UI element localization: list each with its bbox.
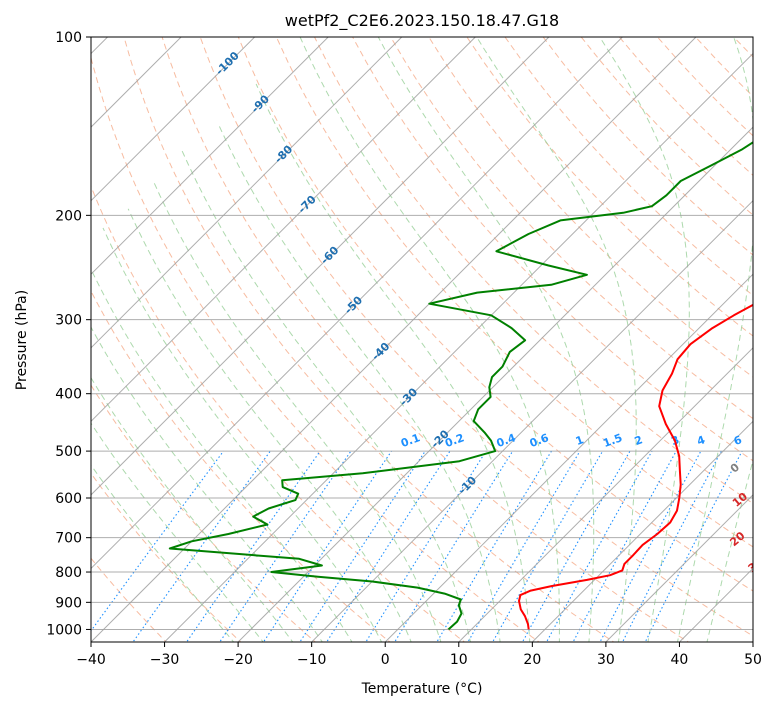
- isotherm-line: [531, 420, 753, 642]
- mixing-ratio-label: 1.5: [601, 431, 624, 450]
- y-tick-label: 1000: [46, 622, 82, 638]
- mixing-ratio-label: 0.1: [399, 431, 422, 450]
- dry-adiabat: [390, 37, 753, 420]
- moist-adiabat: [152, 180, 442, 642]
- mixing-ratio-label: 0.4: [495, 431, 518, 450]
- moist-adiabat: [102, 227, 383, 642]
- y-tick-label: 300: [55, 313, 82, 329]
- x-axis-ticks: −40 −30 −20 −10 0 10 20 30 40 50: [76, 642, 762, 668]
- isotherm-line: [91, 37, 623, 570]
- mixing-ratio-label: 4: [695, 433, 707, 448]
- isotherm-line: [91, 37, 550, 496]
- plot-area: -100-90-80-70-60-50-40-30-20-100.1 0.2 0.4…: [91, 37, 766, 642]
- x-tick-label: −40: [76, 652, 106, 668]
- mixing-ratio-line: [572, 450, 677, 642]
- dry-adiabat: [466, 37, 753, 337]
- x-tick-label: −30: [150, 652, 180, 668]
- plot-frame: [90, 36, 754, 643]
- mixing-ratio-line: [219, 450, 352, 642]
- mixing-ratio-line: [91, 450, 224, 632]
- y-tick-label: 600: [55, 491, 82, 507]
- y-tick-label: 700: [55, 531, 82, 547]
- x-tick-label: 40: [671, 652, 689, 668]
- isotherm-line: [91, 37, 329, 275]
- mixing-ratio-line: [394, 450, 514, 642]
- isotherm-line: [458, 347, 753, 642]
- isotherm-line: [91, 37, 476, 423]
- mixing-ratio-label: 1: [574, 433, 586, 448]
- chart-title: wetPf2_C2E6.2023.150.18.47.G18: [285, 11, 559, 31]
- x-tick-label: 10: [450, 652, 468, 668]
- x-tick-label: −20: [223, 652, 253, 668]
- y-axis-label: Pressure (hPa): [14, 290, 30, 390]
- moist-adiabat: [91, 267, 353, 642]
- moist-adiabat: [91, 422, 264, 642]
- isotherm-line: [237, 126, 753, 642]
- mixing-ratio-label: 0.6: [528, 431, 551, 450]
- isotherm-line: [164, 52, 753, 642]
- mixing-ratio-lines: [91, 450, 743, 642]
- moist-adiabat: [91, 464, 235, 642]
- moist-adiabat: [91, 326, 323, 642]
- moist-adiabat: [127, 208, 412, 642]
- isotherms: [91, 37, 753, 642]
- isotherm-line: [605, 494, 753, 642]
- x-axis-label: Temperature (°C): [361, 681, 483, 697]
- isotherm-line: [91, 37, 256, 202]
- dry-adiabat: [199, 37, 753, 637]
- mixing-ratio-line: [299, 450, 426, 642]
- dry-adiabat: [91, 185, 466, 642]
- y-tick-label: 100: [55, 30, 82, 46]
- x-tick-label: 20: [523, 652, 541, 668]
- dry-adiabat: [237, 37, 753, 592]
- mixing-ratio-line: [132, 450, 271, 642]
- dry-adiabat: [161, 37, 690, 642]
- dry-adiabat: [314, 37, 753, 505]
- mixing-ratio-label: 6: [732, 433, 744, 448]
- x-tick-label: 50: [744, 652, 762, 668]
- sounding-series: [168, 141, 753, 631]
- dry-adiabat: [352, 37, 753, 462]
- dewpoint-profile: [168, 141, 753, 631]
- y-axis-ticks: 100 200 300 400 500 600 700 800 900 1000: [46, 30, 91, 638]
- mixing-ratio-label: 0.2: [443, 431, 466, 450]
- y-tick-label: 400: [55, 387, 82, 403]
- isotherm-line: [384, 273, 753, 642]
- mixing-ratio-line: [599, 450, 702, 642]
- x-tick-label: 0: [381, 652, 390, 668]
- y-tick-label: 900: [55, 595, 82, 611]
- moist-adiabat: [91, 376, 294, 642]
- dry-adiabat: [428, 37, 753, 378]
- y-tick-label: 200: [55, 208, 82, 224]
- mixing-ratio-line: [185, 450, 321, 642]
- isotherm-line: [311, 199, 753, 642]
- x-tick-label: −10: [297, 652, 327, 668]
- mixing-ratio-line: [621, 450, 722, 642]
- mixing-ratio-label: 2: [633, 433, 645, 448]
- isotherm-line: [91, 37, 403, 349]
- adiabat-label: 30: [746, 555, 766, 575]
- moist-adiabat: [181, 149, 472, 642]
- dry-adiabats: [91, 37, 753, 642]
- pressure-gridlines: [91, 37, 753, 630]
- y-tick-label: 800: [55, 565, 82, 581]
- mixing-ratio-line: [326, 450, 451, 642]
- temperature-profile: [518, 303, 753, 630]
- dry-adiabat: [275, 37, 753, 548]
- y-tick-label: 500: [55, 444, 82, 460]
- mixing-ratio-line: [262, 450, 392, 642]
- x-tick-label: 30: [597, 652, 615, 668]
- mixing-ratio-line: [467, 450, 581, 642]
- moist-adiabat: [255, 83, 531, 642]
